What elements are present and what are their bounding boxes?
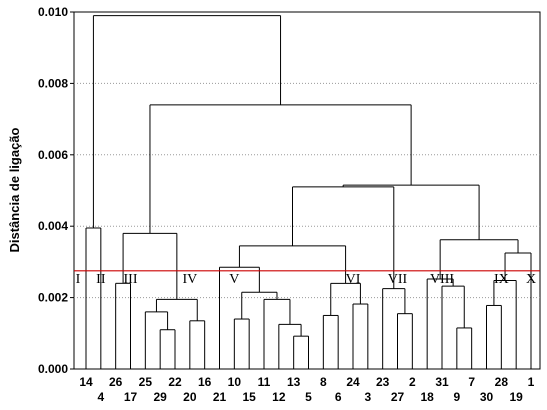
leaf-label: 28 — [495, 375, 509, 389]
leaf-label: 10 — [228, 375, 242, 389]
cluster-label: III — [124, 272, 138, 287]
leaf-label: 9 — [453, 390, 460, 404]
leaf-label: 31 — [435, 375, 449, 389]
y-tick-label: 0.008 — [38, 76, 68, 90]
leaf-label: 14 — [79, 375, 93, 389]
leaf-label: 17 — [124, 390, 138, 404]
cluster-label: I — [76, 272, 81, 287]
y-tick-label: 0.010 — [38, 5, 68, 19]
leaf-label: 26 — [109, 375, 123, 389]
cluster-label: IV — [182, 272, 197, 287]
leaf-label: 2 — [409, 375, 416, 389]
leaf-label: 5 — [305, 390, 312, 404]
leaf-label: 30 — [480, 390, 494, 404]
leaf-labels: 1442617252922201621101511121358624323272… — [79, 375, 534, 404]
leaf-label: 15 — [242, 390, 256, 404]
leaf-label: 6 — [335, 390, 342, 404]
leaf-label: 7 — [468, 375, 475, 389]
leaf-label: 29 — [153, 390, 167, 404]
leaf-label: 13 — [287, 375, 301, 389]
leaf-label: 16 — [198, 375, 212, 389]
leaf-label: 11 — [258, 375, 271, 389]
y-axis-label: Distância de ligação — [7, 127, 22, 252]
cluster-label: X — [526, 272, 536, 287]
dendrogram-links — [85, 15, 532, 369]
leaf-label: 23 — [376, 375, 390, 389]
leaf-label: 1 — [528, 375, 535, 389]
cluster-label: IX — [494, 272, 509, 287]
cluster-label: II — [96, 272, 106, 287]
leaf-label: 12 — [272, 390, 286, 404]
y-axis-ticks: 0.000 0.002 0.004 0.006 0.008 0.010 — [38, 5, 74, 376]
leaf-label: 8 — [320, 375, 327, 389]
leaf-label: 4 — [97, 390, 104, 404]
leaf-label: 21 — [213, 390, 227, 404]
leaf-label: 25 — [139, 375, 153, 389]
leaf-label: 24 — [346, 375, 360, 389]
leaf-label: 3 — [364, 390, 371, 404]
y-tick-label: 0.006 — [38, 148, 68, 162]
leaf-label: 22 — [168, 375, 182, 389]
y-tick-label: 0.002 — [38, 291, 68, 305]
leaf-label: 20 — [183, 390, 197, 404]
cluster-labels: I II III IV V VI VII VIII IX X — [76, 272, 536, 287]
leaf-label: 27 — [391, 390, 405, 404]
cluster-label: VII — [388, 272, 408, 287]
plot-area — [73, 11, 541, 370]
y-tick-label: 0.004 — [38, 219, 68, 233]
cluster-label: VI — [346, 272, 361, 287]
cluster-label: V — [229, 272, 239, 287]
cluster-label: VIII — [430, 272, 454, 287]
leaf-label: 18 — [420, 390, 434, 404]
leaf-label: 19 — [509, 390, 523, 404]
y-tick-label: 0.000 — [38, 362, 68, 376]
